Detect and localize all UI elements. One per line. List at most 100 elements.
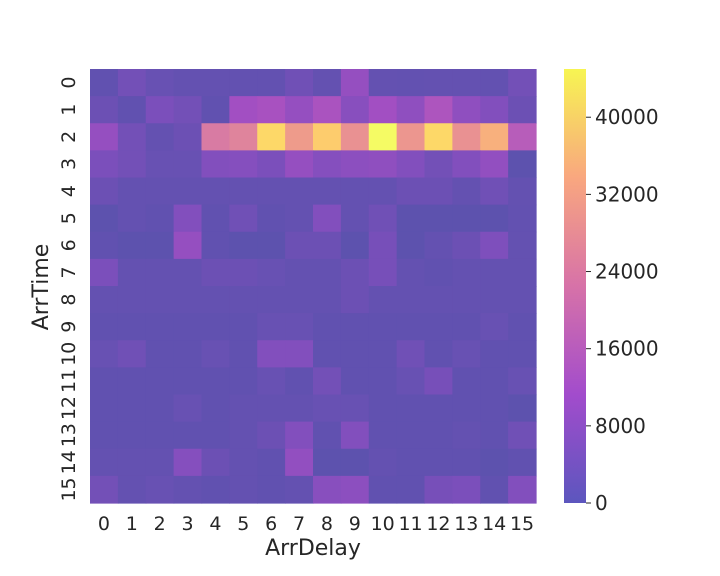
heatmap-cell <box>313 258 342 287</box>
heatmap-cell <box>480 231 509 260</box>
colorbar-tick-label: 0 <box>595 491 608 515</box>
heatmap-cell <box>313 177 342 206</box>
colorbar-tick-labels: 0 8000 16000 24000 32000 40000 <box>586 105 659 515</box>
heatmap-cell <box>424 475 453 504</box>
heatmap-cell <box>424 69 453 97</box>
heatmap-cell <box>117 367 147 396</box>
heatmap-cell <box>145 286 175 314</box>
heatmap-cell <box>452 367 481 396</box>
heatmap-cell <box>201 286 230 314</box>
heatmap-cell <box>480 204 509 233</box>
heatmap-cell <box>396 231 426 260</box>
heatmap-cell <box>424 421 453 450</box>
heatmap-cell <box>396 367 426 396</box>
heatmap-cell <box>145 421 175 450</box>
heatmap-cell <box>368 367 398 396</box>
heatmap-cell <box>424 340 453 368</box>
heatmap-cell <box>424 204 453 233</box>
heatmap-cell <box>90 421 119 450</box>
heatmap-cell <box>368 448 398 477</box>
colorbar-tick-label: 40000 <box>595 105 659 129</box>
heatmap-cell <box>340 286 370 314</box>
heatmap-cell <box>145 475 175 504</box>
heatmap-cell <box>90 367 119 396</box>
x-tick-label: 13 <box>454 513 478 535</box>
heatmap-cell <box>145 367 175 396</box>
heatmap-cell <box>145 231 175 260</box>
heatmap-cell <box>145 204 175 233</box>
heatmap-cell <box>508 448 537 477</box>
heatmap-cell <box>257 367 286 396</box>
heatmap-cell <box>145 96 175 124</box>
heatmap-cell <box>340 231 370 260</box>
x-tick-labels: 0 1 2 3 4 5 6 7 8 9 10 11 12 13 14 15 <box>98 513 534 535</box>
heatmap-cell <box>452 258 481 287</box>
heatmap-cell <box>508 96 537 124</box>
heatmap-cell <box>173 313 203 341</box>
x-axis-label: ArrDelay <box>265 536 361 561</box>
heatmap-cell <box>313 394 342 423</box>
heatmap-cell <box>480 69 509 97</box>
y-tick-label: 12 <box>58 396 80 420</box>
heatmap-cell <box>452 204 481 233</box>
heatmap-cell <box>285 204 314 233</box>
heatmap-cell <box>508 231 537 260</box>
heatmap-cell <box>508 177 537 206</box>
heatmap-cell <box>173 394 203 423</box>
x-tick-label: 6 <box>265 513 277 535</box>
heatmap-cell <box>173 475 203 504</box>
x-tick-label: 14 <box>482 513 506 535</box>
heatmap-cell <box>90 177 119 206</box>
y-tick-label: 10 <box>58 342 80 366</box>
heatmap-cell <box>368 394 398 423</box>
y-tick-label: 9 <box>58 321 80 333</box>
heatmap-cell <box>229 204 258 233</box>
heatmap-cell <box>452 394 481 423</box>
heatmap-cell <box>340 340 370 368</box>
heatmap-cell <box>396 96 426 124</box>
heatmap-cell <box>145 313 175 341</box>
heatmap-cell <box>340 96 370 124</box>
heatmap-cell <box>508 258 537 287</box>
heatmap-cell <box>480 394 509 423</box>
heatmap-cell <box>424 448 453 477</box>
y-tick-label: 13 <box>58 423 80 447</box>
heatmap-cell <box>368 231 398 260</box>
heatmap-cell <box>480 150 509 179</box>
heatmap-cell <box>117 286 147 314</box>
heatmap-cell <box>480 421 509 450</box>
heatmap-cell <box>452 448 481 477</box>
heatmap-cell <box>396 177 426 206</box>
y-tick-label: 8 <box>58 294 80 306</box>
heatmap-cell <box>285 367 314 396</box>
heatmap-cell <box>313 313 342 341</box>
heatmap-cell <box>229 258 258 287</box>
heatmap-cell <box>313 96 342 124</box>
heatmap-cell <box>424 367 453 396</box>
heatmap-cell <box>229 123 258 151</box>
heatmap-cell <box>313 448 342 477</box>
heatmap-cell <box>173 123 203 151</box>
heatmap-cell <box>480 123 509 151</box>
heatmap-cell <box>201 367 230 396</box>
heatmap-cell <box>368 69 398 97</box>
heatmap-cell <box>285 150 314 179</box>
heatmap-cell <box>285 286 314 314</box>
heatmap-cell <box>452 150 481 179</box>
heatmap-cell <box>340 367 370 396</box>
heatmap-cell <box>424 123 453 151</box>
heatmap-cell <box>340 394 370 423</box>
heatmap-cell <box>285 123 314 151</box>
heatmap-cell <box>340 313 370 341</box>
heatmap-cell <box>340 204 370 233</box>
heatmap-cell <box>257 231 286 260</box>
heatmap-cell <box>201 421 230 450</box>
heatmap-cell <box>90 448 119 477</box>
heatmap-cell <box>396 313 426 341</box>
colorbar-tick-label: 32000 <box>595 182 659 206</box>
heatmap-cell <box>368 313 398 341</box>
heatmap-cell <box>229 150 258 179</box>
heatmap-cell <box>285 231 314 260</box>
heatmap-cell <box>368 286 398 314</box>
